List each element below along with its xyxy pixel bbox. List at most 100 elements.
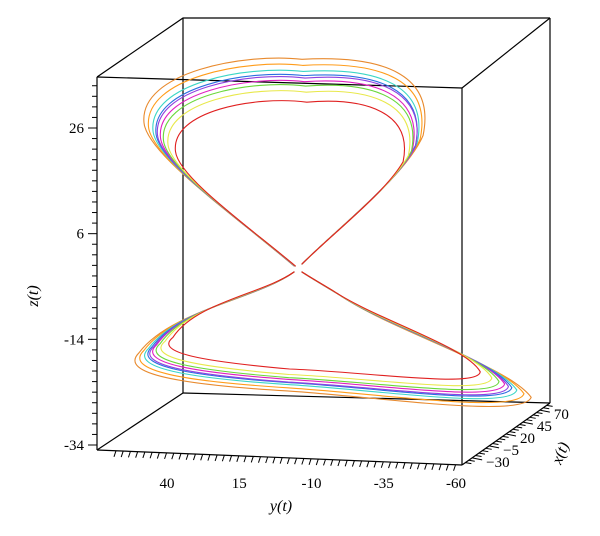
- y-tick: [229, 455, 233, 462]
- y-tick: [142, 451, 146, 459]
- trajectory-curve-9: [168, 100, 481, 380]
- y-tick: [164, 452, 168, 460]
- x-tick-label: −30: [486, 455, 509, 471]
- trajectory-curve-5: [152, 79, 506, 393]
- y-tick: [373, 461, 377, 468]
- y-tick: [149, 452, 153, 459]
- y-tick: [323, 459, 326, 466]
- y-tick: [395, 462, 399, 469]
- x-tick-label: −5: [503, 443, 519, 459]
- trajectory-curves: [134, 57, 532, 408]
- trajectory-curve-3: [144, 69, 518, 400]
- trajectory-curve-6: [149, 76, 509, 396]
- y-axis-label: y(t): [268, 498, 292, 515]
- x-tick: [512, 428, 519, 431]
- x-tick: [529, 416, 536, 419]
- y-tick: [424, 463, 428, 470]
- x-tick: [465, 462, 472, 465]
- y-tick: [258, 456, 261, 463]
- y-tick: [388, 461, 392, 469]
- trajectory-curve-1: [134, 57, 532, 408]
- x-tick: [505, 433, 517, 437]
- y-tick: [250, 456, 254, 463]
- y-tick: [337, 459, 341, 467]
- x-tick: [509, 431, 516, 434]
- x-tick-label: 20: [520, 431, 535, 447]
- y-tick: [301, 458, 305, 465]
- x-tick: [516, 426, 523, 429]
- x-tick: [492, 443, 499, 446]
- y-tick: [445, 464, 449, 471]
- y-tick: [351, 460, 355, 467]
- x-tick: [482, 450, 489, 453]
- y-tick: [416, 463, 420, 470]
- x-tick: [536, 412, 543, 415]
- box-front-top: [96, 76, 463, 89]
- box-back-top: [96, 17, 550, 78]
- y-tick: [135, 451, 139, 458]
- y-tick: [366, 461, 370, 468]
- x-tick: [495, 440, 502, 443]
- y-tick: [113, 450, 117, 457]
- y-tick-label: 40: [160, 476, 175, 492]
- box-right-top: [461, 17, 551, 89]
- y-tick: [178, 453, 182, 460]
- z-tick-label: 6: [77, 227, 85, 243]
- y-tick: [221, 455, 225, 462]
- y-tick: [185, 453, 189, 460]
- y-tick: [127, 451, 131, 458]
- x-tick: [539, 409, 550, 413]
- y-tick: [402, 462, 406, 469]
- y-tick: [265, 456, 269, 464]
- x-tick: [546, 404, 553, 407]
- x-tick: [519, 423, 526, 426]
- trajectory-curve-2: [139, 63, 525, 404]
- z-tick-label: -34: [64, 438, 84, 454]
- x-tick: [485, 447, 492, 450]
- y-tick: [214, 454, 218, 462]
- y-tick: [344, 460, 348, 467]
- y-tick: [308, 458, 312, 465]
- y-tick-label: -10: [302, 476, 322, 492]
- x-tick: [502, 435, 509, 438]
- y-tick-label: 15: [232, 476, 247, 492]
- y-tick: [380, 461, 384, 468]
- x-tick: [522, 421, 534, 425]
- x-axis-label: x(t): [548, 440, 572, 468]
- x-tick-label: 70: [554, 407, 569, 423]
- y-tick: [409, 462, 413, 470]
- x-tick: [532, 414, 540, 417]
- y-tick: [294, 458, 298, 465]
- x-tick: [472, 457, 483, 461]
- y-tick: [171, 452, 175, 460]
- box-front-bottom: [96, 449, 463, 466]
- trajectory-curve-4: [147, 73, 513, 397]
- y-tick: [243, 455, 247, 463]
- z-tick-label: 26: [69, 121, 85, 137]
- trajectory-curve-8: [160, 90, 493, 387]
- x-tick: [475, 454, 482, 457]
- x-tick: [543, 407, 550, 410]
- trajectory-curve-7: [155, 84, 500, 391]
- y-tick: [431, 463, 435, 471]
- axis-ticks: [88, 85, 553, 471]
- box-back-left-bottom: [96, 392, 184, 451]
- y-tick: [207, 454, 211, 461]
- y-tick: [279, 457, 283, 464]
- x-tick: [499, 438, 506, 441]
- y-tick: [315, 458, 319, 466]
- y-tick: [286, 457, 290, 465]
- x-tick: [488, 445, 500, 449]
- x-tick: [468, 459, 475, 462]
- y-tick: [236, 455, 240, 462]
- y-tick: [438, 463, 442, 471]
- y-tick: [156, 452, 160, 459]
- x-tick: [478, 452, 486, 455]
- y-tick: [120, 450, 124, 458]
- y-tick-label: -60: [446, 476, 466, 492]
- y-tick-label: -35: [374, 476, 394, 492]
- x-tick-label: 45: [537, 419, 552, 435]
- y-tick: [192, 453, 196, 461]
